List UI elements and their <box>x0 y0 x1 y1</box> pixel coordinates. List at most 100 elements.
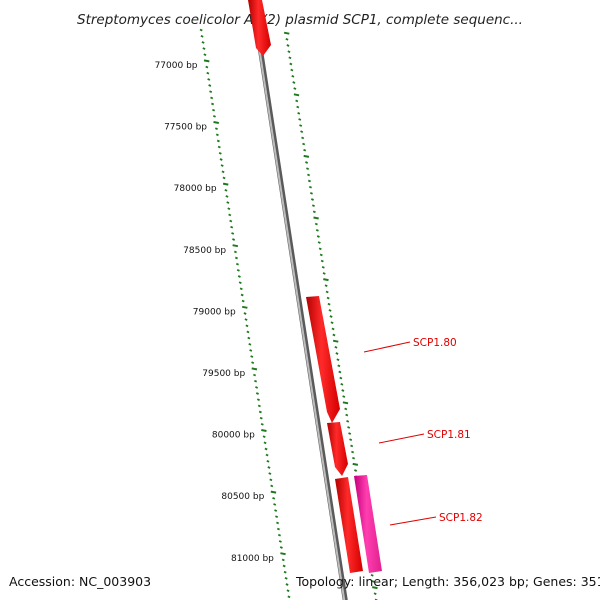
inner-minor-tick <box>268 472 272 475</box>
scale-label: 81000 bp <box>231 554 274 564</box>
inner-minor-tick <box>281 558 285 562</box>
svg-text:SCP1.82: SCP1.82 <box>439 512 483 524</box>
inner-minor-tick <box>212 108 216 112</box>
inner-minor-tick <box>228 213 232 217</box>
inner-minor-tick <box>210 96 214 100</box>
outer-major-tick <box>352 462 359 466</box>
inner-minor-tick <box>245 324 249 328</box>
outer-minor-tick <box>301 136 305 140</box>
outer-major-tick <box>372 586 378 590</box>
outer-minor-tick <box>345 413 349 417</box>
inner-minor-tick <box>284 576 288 580</box>
outer-minor-tick <box>336 358 340 362</box>
outer-minor-tick <box>329 315 333 318</box>
outer-minor-tick <box>338 370 342 374</box>
inner-minor-tick <box>287 595 291 599</box>
gene-label-scp1-81: SCP1.81 <box>378 429 471 444</box>
inner-minor-tick <box>251 361 255 365</box>
scale-label: 80500 bp <box>221 492 264 502</box>
outer-minor-tick <box>300 130 304 134</box>
inner-minor-tick <box>211 102 215 106</box>
inner-minor-tick <box>267 466 271 469</box>
outer-minor-tick <box>349 438 353 442</box>
inner-major-tick <box>222 182 229 186</box>
inner-minor-tick <box>269 478 273 482</box>
inner-minor-tick <box>275 515 279 519</box>
outer-minor-tick <box>292 81 296 84</box>
inner-minor-tick <box>216 139 220 143</box>
outer-minor-tick <box>312 210 316 214</box>
inner-minor-tick <box>282 564 286 568</box>
gene-arrow[interactable] <box>248 0 271 56</box>
outer-minor-tick <box>288 56 292 60</box>
outer-minor-tick <box>327 302 331 306</box>
outer-minor-tick <box>309 191 313 195</box>
backbone-line <box>250 0 348 600</box>
outer-minor-tick <box>291 74 295 78</box>
map-title: Streptomyces coelicolor A3(2) plasmid SC… <box>77 12 523 28</box>
inner-minor-tick <box>214 127 218 131</box>
outer-minor-tick <box>296 105 300 109</box>
inner-minor-tick <box>240 293 244 297</box>
inner-minor-tick <box>215 133 219 137</box>
scale-label: 77500 bp <box>164 123 207 133</box>
inner-minor-tick <box>257 404 261 408</box>
inner-minor-tick <box>254 379 258 383</box>
inner-minor-tick <box>264 447 268 451</box>
outer-major-tick <box>332 339 339 343</box>
inner-minor-tick <box>235 262 239 266</box>
inner-minor-tick <box>220 164 224 167</box>
outer-major-tick <box>323 278 329 282</box>
outer-major-tick <box>313 216 319 220</box>
outer-major-tick <box>283 31 290 35</box>
outer-minor-tick <box>334 345 338 349</box>
inner-minor-tick <box>236 268 240 272</box>
scale-label: 78000 bp <box>174 184 217 194</box>
inner-minor-tick <box>221 170 225 174</box>
inner-minor-tick <box>262 435 266 439</box>
inner-minor-tick <box>285 583 289 586</box>
inner-minor-tick <box>255 392 259 395</box>
inner-minor-tick <box>277 533 281 537</box>
inner-major-tick <box>270 490 277 494</box>
gene-arrow-scp1-80[interactable] <box>306 296 340 423</box>
scale-label: 79000 bp <box>193 307 236 317</box>
inner-minor-tick <box>199 28 203 32</box>
outer-minor-tick <box>305 161 309 164</box>
outer-minor-tick <box>321 265 325 269</box>
outer-minor-tick <box>324 284 328 288</box>
outer-minor-tick <box>320 259 324 263</box>
outer-minor-tick <box>289 62 293 66</box>
inner-minor-tick <box>241 299 245 303</box>
inner-minor-tick <box>205 65 209 69</box>
inner-minor-tick <box>238 281 242 285</box>
gene-arrow-scp1-81[interactable] <box>327 422 348 476</box>
gene-arrow-scp1-82[interactable] <box>335 477 363 573</box>
svg-text:SCP1.81: SCP1.81 <box>427 429 471 441</box>
accession-text: Accession: NC_003903 <box>9 574 151 589</box>
outer-minor-tick <box>344 407 348 411</box>
inner-minor-tick <box>212 114 216 118</box>
outer-minor-tick <box>351 450 355 454</box>
outer-minor-tick <box>290 68 294 72</box>
inner-minor-tick <box>244 318 248 321</box>
inner-minor-tick <box>206 71 210 75</box>
inner-minor-tick <box>255 386 259 389</box>
outer-minor-tick <box>337 364 341 368</box>
outer-minor-tick <box>316 235 320 238</box>
inner-minor-tick <box>258 410 262 414</box>
outer-minor-tick <box>331 327 335 331</box>
outer-minor-tick <box>311 204 315 208</box>
gene-arrow-pink[interactable] <box>354 475 382 573</box>
inner-minor-tick <box>233 250 237 254</box>
inner-minor-tick <box>202 47 206 50</box>
scale-label: 78500 bp <box>183 246 226 256</box>
outer-minor-tick <box>340 382 344 386</box>
inner-minor-tick <box>259 416 263 420</box>
scale-label: 77000 bp <box>155 61 198 71</box>
inner-minor-tick <box>232 238 236 241</box>
outer-minor-tick <box>330 321 334 325</box>
scale-labels: 77000 bp 77500 bp 78000 bp 78500 bp 79000 bp… <box>155 61 275 564</box>
inner-minor-tick <box>246 330 250 334</box>
outer-minor-tick <box>348 432 352 435</box>
